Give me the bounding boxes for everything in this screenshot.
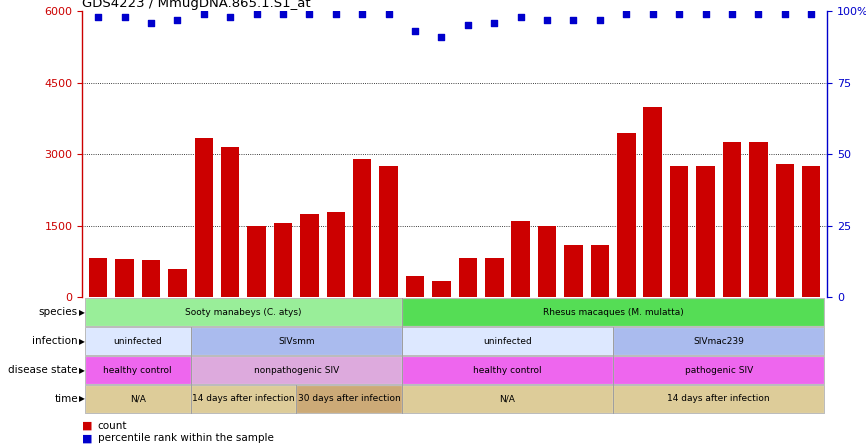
Text: Sooty manabeys (C. atys): Sooty manabeys (C. atys) xyxy=(185,308,301,317)
Point xyxy=(566,16,580,23)
Bar xyxy=(776,164,794,297)
Point xyxy=(461,22,475,29)
Text: uninfected: uninfected xyxy=(483,337,532,346)
Bar xyxy=(591,245,609,297)
Bar xyxy=(221,147,239,297)
Point xyxy=(382,10,396,17)
Point xyxy=(435,33,449,40)
Point xyxy=(276,10,290,17)
Point xyxy=(197,10,210,17)
Point xyxy=(171,16,184,23)
Bar xyxy=(89,258,107,297)
Text: SIVsmm: SIVsmm xyxy=(278,337,314,346)
Point xyxy=(144,19,158,26)
Point xyxy=(118,13,132,20)
Text: count: count xyxy=(98,421,127,431)
Text: N/A: N/A xyxy=(500,394,515,404)
Text: 14 days after infection: 14 days after infection xyxy=(192,394,294,404)
Bar xyxy=(643,107,662,297)
Text: ▶: ▶ xyxy=(79,394,85,404)
Bar xyxy=(142,260,160,297)
Bar xyxy=(326,212,345,297)
Text: ▶: ▶ xyxy=(79,365,85,375)
Bar xyxy=(248,226,266,297)
Point xyxy=(302,10,316,17)
Point xyxy=(329,10,343,17)
Text: disease state: disease state xyxy=(9,365,78,375)
Text: ▶: ▶ xyxy=(79,308,85,317)
Point xyxy=(355,10,369,17)
Bar xyxy=(802,166,820,297)
Text: infection: infection xyxy=(32,336,78,346)
Bar xyxy=(670,166,688,297)
Bar xyxy=(168,269,186,297)
Text: percentile rank within the sample: percentile rank within the sample xyxy=(98,433,274,444)
Text: SIVmac239: SIVmac239 xyxy=(694,337,744,346)
Bar xyxy=(353,159,372,297)
Text: healthy control: healthy control xyxy=(473,365,542,375)
Bar xyxy=(696,166,714,297)
Text: time: time xyxy=(55,394,78,404)
Bar xyxy=(195,138,213,297)
Point xyxy=(593,16,607,23)
Point xyxy=(646,10,660,17)
Bar xyxy=(432,281,450,297)
Point xyxy=(540,16,554,23)
Text: ■: ■ xyxy=(82,421,93,431)
Point xyxy=(619,10,633,17)
Bar xyxy=(565,245,583,297)
Text: ▶: ▶ xyxy=(79,337,85,346)
Bar xyxy=(485,258,503,297)
Point xyxy=(805,10,818,17)
Point xyxy=(725,10,739,17)
Bar xyxy=(379,166,397,297)
Point xyxy=(672,10,686,17)
Text: 14 days after infection: 14 days after infection xyxy=(668,394,770,404)
Text: 30 days after infection: 30 days after infection xyxy=(298,394,400,404)
Bar xyxy=(749,143,767,297)
Bar xyxy=(512,221,530,297)
Bar xyxy=(538,226,556,297)
Bar xyxy=(274,223,292,297)
Text: species: species xyxy=(39,307,78,317)
Point xyxy=(514,13,527,20)
Bar xyxy=(301,214,319,297)
Text: nonpathogenic SIV: nonpathogenic SIV xyxy=(254,365,339,375)
Text: healthy control: healthy control xyxy=(103,365,172,375)
Point xyxy=(778,10,792,17)
Text: uninfected: uninfected xyxy=(113,337,162,346)
Text: N/A: N/A xyxy=(130,394,145,404)
Point xyxy=(488,19,501,26)
Text: Rhesus macaques (M. mulatta): Rhesus macaques (M. mulatta) xyxy=(543,308,683,317)
Bar xyxy=(723,143,741,297)
Point xyxy=(249,10,263,17)
Bar xyxy=(115,259,133,297)
Bar xyxy=(459,258,477,297)
Text: GDS4223 / MmugDNA.865.1.S1_at: GDS4223 / MmugDNA.865.1.S1_at xyxy=(82,0,311,10)
Point xyxy=(408,28,422,35)
Text: pathogenic SIV: pathogenic SIV xyxy=(685,365,753,375)
Point xyxy=(91,13,105,20)
Bar xyxy=(406,276,424,297)
Bar xyxy=(617,133,636,297)
Point xyxy=(223,13,237,20)
Text: ■: ■ xyxy=(82,433,93,444)
Point xyxy=(699,10,713,17)
Point xyxy=(752,10,766,17)
